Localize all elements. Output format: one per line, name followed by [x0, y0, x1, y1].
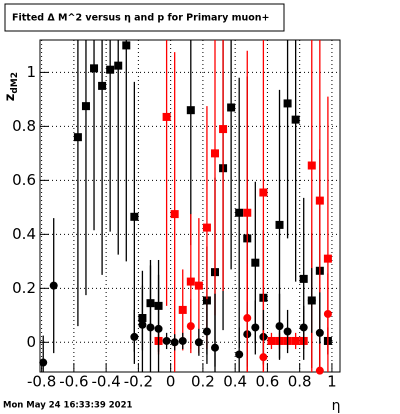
marker	[194, 338, 203, 347]
marker	[299, 274, 308, 283]
marker	[106, 65, 115, 74]
marker	[186, 322, 195, 331]
marker	[170, 210, 179, 219]
marker	[299, 323, 308, 332]
marker	[162, 336, 171, 345]
marker	[251, 323, 260, 332]
marker	[235, 208, 244, 217]
y-axis-label: zdM2	[3, 72, 20, 101]
title-box	[4, 3, 285, 32]
marker	[98, 81, 107, 90]
y-tick-label: 0.2	[12, 279, 36, 297]
marker	[267, 336, 276, 345]
marker	[186, 106, 195, 115]
marker	[323, 254, 332, 263]
x-tick-label: 0.2	[191, 373, 215, 391]
x-tick-label: 0.8	[288, 373, 312, 391]
marker	[122, 41, 131, 50]
x-tick-label: 0.6	[255, 373, 279, 391]
y-tick-label: 0.8	[12, 117, 36, 135]
x-tick-label: -0.2	[124, 373, 153, 391]
plot-frame	[39, 39, 341, 373]
y-label-main: z	[3, 94, 18, 102]
marker	[307, 161, 316, 170]
marker	[202, 327, 211, 336]
marker	[170, 338, 179, 347]
marker	[219, 125, 228, 134]
marker	[186, 277, 195, 286]
marker	[283, 327, 292, 336]
marker	[259, 188, 268, 197]
marker	[283, 99, 292, 108]
marker	[49, 281, 58, 290]
y-tick-label: 0.4	[12, 225, 36, 243]
marker	[243, 208, 252, 217]
marker	[315, 328, 324, 337]
marker	[154, 324, 163, 333]
marker	[162, 112, 171, 121]
x-axis-label: η	[332, 398, 341, 414]
marker	[315, 196, 324, 205]
marker	[178, 305, 187, 314]
marker	[323, 309, 332, 318]
x-tick-label: -0.4	[91, 373, 120, 391]
marker	[291, 336, 300, 345]
y-tick-label: 1	[26, 63, 36, 81]
marker	[307, 296, 316, 305]
marker	[275, 220, 284, 229]
x-tick-label: -0.6	[59, 373, 88, 391]
marker	[211, 343, 219, 352]
marker	[81, 102, 90, 111]
marker	[251, 258, 260, 267]
x-tick-label: -0.8	[27, 373, 56, 391]
marker	[315, 366, 324, 375]
marker	[291, 115, 300, 124]
y-tick-label: 0.6	[12, 171, 36, 189]
marker	[202, 223, 211, 232]
x-tick-label: 1	[327, 373, 337, 391]
marker	[130, 212, 139, 221]
x-tick-label: 0	[166, 373, 176, 391]
marker	[39, 358, 48, 367]
chart-title: Fitted Δ M^2 versus η and p for Primary …	[12, 13, 270, 24]
marker	[243, 314, 252, 323]
x-tick-label: 0.4	[223, 373, 247, 391]
y-tick-label: 0	[26, 333, 36, 351]
footer: Mon May 24 16:33:39 2021	[3, 401, 133, 411]
y-label-sub: dM2	[10, 72, 20, 94]
marker	[227, 103, 236, 112]
marker	[138, 320, 147, 329]
marker	[211, 149, 219, 158]
marker	[73, 133, 82, 142]
marker	[90, 64, 99, 73]
marker	[146, 323, 155, 332]
marker	[259, 353, 268, 362]
marker	[235, 350, 244, 359]
marker	[194, 281, 203, 290]
marker	[130, 332, 139, 341]
marker	[275, 322, 284, 331]
marker	[178, 336, 187, 345]
marker	[114, 61, 123, 70]
